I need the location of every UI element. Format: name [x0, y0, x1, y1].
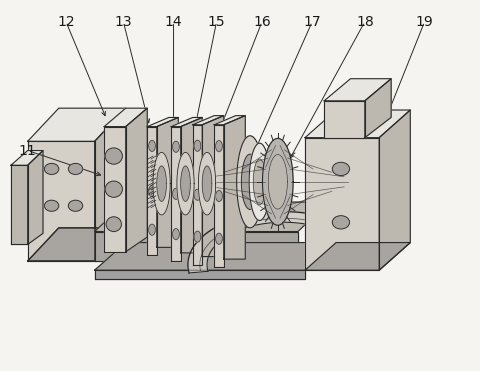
- Polygon shape: [249, 143, 270, 220]
- Polygon shape: [28, 141, 95, 261]
- Ellipse shape: [172, 229, 179, 240]
- Polygon shape: [180, 118, 202, 253]
- Polygon shape: [28, 228, 125, 261]
- Ellipse shape: [194, 231, 200, 242]
- Ellipse shape: [105, 148, 122, 164]
- Text: 13: 13: [114, 14, 132, 29]
- Ellipse shape: [215, 141, 222, 152]
- Ellipse shape: [44, 200, 59, 211]
- Polygon shape: [223, 116, 245, 259]
- Polygon shape: [171, 127, 180, 261]
- Ellipse shape: [148, 224, 155, 235]
- Polygon shape: [28, 151, 43, 244]
- Ellipse shape: [215, 233, 222, 244]
- Polygon shape: [156, 118, 178, 247]
- Text: 16: 16: [252, 14, 270, 29]
- Polygon shape: [214, 116, 245, 125]
- Polygon shape: [253, 159, 265, 205]
- Polygon shape: [28, 228, 125, 261]
- Ellipse shape: [194, 140, 200, 151]
- Polygon shape: [304, 110, 409, 138]
- Text: 19: 19: [415, 14, 432, 29]
- Polygon shape: [95, 108, 125, 261]
- Polygon shape: [192, 125, 202, 265]
- Polygon shape: [268, 155, 287, 209]
- Polygon shape: [125, 108, 147, 252]
- Polygon shape: [236, 136, 263, 228]
- Polygon shape: [241, 154, 258, 210]
- Polygon shape: [95, 232, 297, 261]
- Ellipse shape: [215, 190, 222, 201]
- Text: 11: 11: [19, 144, 36, 158]
- Polygon shape: [153, 152, 170, 215]
- Ellipse shape: [44, 163, 59, 174]
- Polygon shape: [171, 118, 202, 127]
- Ellipse shape: [148, 140, 155, 151]
- Polygon shape: [104, 127, 125, 252]
- Text: 14: 14: [164, 14, 182, 29]
- Polygon shape: [304, 138, 378, 270]
- Ellipse shape: [172, 188, 179, 199]
- Polygon shape: [202, 166, 211, 201]
- Polygon shape: [198, 152, 215, 215]
- Polygon shape: [95, 270, 304, 279]
- Ellipse shape: [68, 163, 83, 174]
- Polygon shape: [324, 79, 390, 101]
- Polygon shape: [147, 127, 156, 256]
- Polygon shape: [262, 138, 292, 225]
- Polygon shape: [11, 151, 43, 165]
- Text: 15: 15: [207, 14, 225, 29]
- Ellipse shape: [332, 216, 349, 229]
- Polygon shape: [28, 108, 125, 141]
- Polygon shape: [192, 116, 223, 125]
- Text: 18: 18: [355, 14, 373, 29]
- Polygon shape: [95, 202, 328, 232]
- Polygon shape: [304, 243, 409, 270]
- Ellipse shape: [332, 162, 349, 175]
- Polygon shape: [95, 243, 336, 270]
- Ellipse shape: [148, 186, 155, 197]
- Polygon shape: [214, 125, 223, 267]
- Polygon shape: [147, 118, 178, 127]
- Polygon shape: [364, 79, 390, 138]
- Ellipse shape: [194, 189, 200, 200]
- Polygon shape: [156, 166, 166, 201]
- Polygon shape: [378, 110, 409, 270]
- Ellipse shape: [106, 217, 121, 232]
- Text: 17: 17: [303, 14, 320, 29]
- Polygon shape: [180, 166, 190, 201]
- Ellipse shape: [105, 181, 122, 197]
- Polygon shape: [202, 116, 223, 257]
- Polygon shape: [11, 165, 28, 244]
- Polygon shape: [188, 211, 377, 273]
- Ellipse shape: [68, 200, 83, 211]
- Polygon shape: [104, 108, 147, 127]
- Ellipse shape: [172, 141, 179, 152]
- Polygon shape: [177, 152, 194, 215]
- Text: 12: 12: [57, 14, 74, 29]
- Polygon shape: [324, 101, 364, 138]
